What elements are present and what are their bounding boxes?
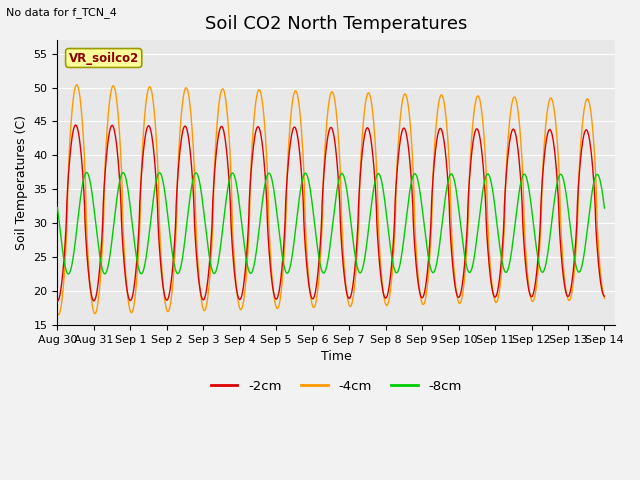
-4cm xyxy=(451,278,459,284)
-8cm xyxy=(54,204,61,210)
-2cm xyxy=(451,282,459,288)
-4cm xyxy=(284,164,291,169)
-4cm xyxy=(584,96,592,102)
-2cm xyxy=(72,122,79,128)
Line: -8cm: -8cm xyxy=(58,172,604,274)
-2cm xyxy=(584,129,591,135)
Y-axis label: Soil Temperatures (C): Soil Temperatures (C) xyxy=(15,115,28,250)
-2cm xyxy=(288,131,296,137)
X-axis label: Time: Time xyxy=(321,350,352,363)
-2cm xyxy=(284,172,291,178)
-4cm xyxy=(600,295,608,301)
-8cm xyxy=(600,205,608,211)
-8cm xyxy=(83,169,90,175)
Line: -2cm: -2cm xyxy=(58,125,604,301)
-8cm xyxy=(65,271,72,277)
-4cm xyxy=(314,288,321,294)
-4cm xyxy=(557,220,564,226)
-2cm xyxy=(600,293,608,299)
-4cm xyxy=(288,103,296,109)
-8cm xyxy=(284,270,291,276)
-8cm xyxy=(557,171,564,177)
Text: No data for f_TCN_4: No data for f_TCN_4 xyxy=(6,7,117,18)
-2cm xyxy=(54,298,61,304)
-4cm xyxy=(54,312,62,318)
-8cm xyxy=(451,181,459,187)
-4cm xyxy=(73,82,81,88)
Text: VR_soilco2: VR_soilco2 xyxy=(68,51,139,64)
Line: -4cm: -4cm xyxy=(58,85,604,315)
-2cm xyxy=(557,243,564,249)
-8cm xyxy=(584,221,592,227)
-2cm xyxy=(314,275,321,280)
-8cm xyxy=(314,245,321,251)
-4cm xyxy=(54,311,61,316)
Title: Soil CO2 North Temperatures: Soil CO2 North Temperatures xyxy=(205,15,468,33)
Legend: -2cm, -4cm, -8cm: -2cm, -4cm, -8cm xyxy=(206,374,467,398)
-8cm xyxy=(288,255,296,261)
